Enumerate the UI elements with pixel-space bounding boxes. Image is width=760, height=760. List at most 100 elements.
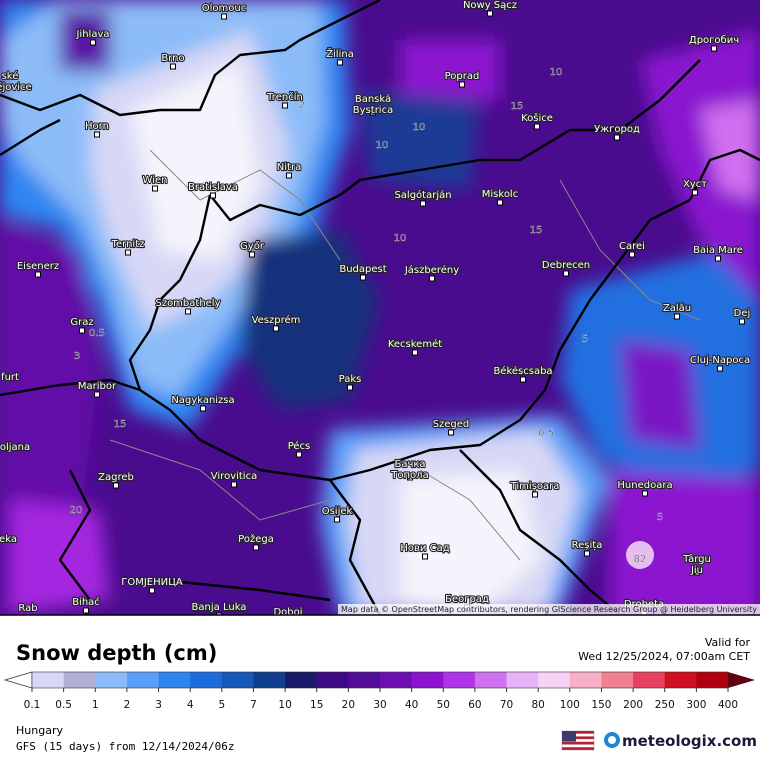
city-marker xyxy=(94,131,100,138)
city-label: Нови Сад xyxy=(400,543,449,554)
city-marker xyxy=(487,10,493,17)
city-label: Хуст xyxy=(683,179,707,190)
contour-label: 2 xyxy=(299,100,305,111)
tick-label: 50 xyxy=(437,699,450,711)
city-marker xyxy=(692,189,698,196)
city-marker xyxy=(221,13,227,20)
city-marker xyxy=(370,109,376,116)
city-label: Trenčín xyxy=(266,91,303,103)
color-swatch xyxy=(316,672,349,688)
city-marker xyxy=(113,482,119,489)
city-marker xyxy=(711,45,717,52)
city-marker xyxy=(347,384,353,391)
city-label: Debrecen xyxy=(542,260,590,271)
tick-label: 5 xyxy=(218,699,225,711)
city-label: Timișoara xyxy=(510,481,560,492)
city-labels: Olomouc Nowy Sącz Дрогобич Jihlava Brno Žilin… xyxy=(0,0,751,618)
city-label: Győr xyxy=(240,240,265,252)
tick-label: 0.1 xyxy=(24,699,41,711)
city-label: Doboj xyxy=(273,607,302,618)
city-label: Olomouc xyxy=(202,3,246,14)
city-label: Szeged xyxy=(433,419,470,430)
contour-label: 0.5 xyxy=(89,328,105,339)
city-marker xyxy=(170,63,176,70)
color-swatch xyxy=(285,672,318,688)
city-marker xyxy=(715,255,721,262)
color-swatch xyxy=(443,672,476,688)
city-marker xyxy=(231,481,237,488)
colorbar: 0.1 0.5 1 2 3 4 5 7 10 15 20 30 40 50 60 70 80 100 150 200 2… xyxy=(3,671,755,711)
city-label: Banja Luka xyxy=(192,602,247,613)
city-marker xyxy=(534,123,540,130)
flag xyxy=(561,730,595,751)
contour-label: 10 xyxy=(376,140,389,151)
city-marker xyxy=(642,490,648,497)
city-label: Reșița xyxy=(572,540,603,551)
city-label: Požega xyxy=(238,533,274,545)
tick-label: 20 xyxy=(342,699,355,711)
tick-label: 250 xyxy=(655,699,675,711)
valid-time: Wed 12/25/2024, 07:00am CET xyxy=(578,650,750,663)
city-marker xyxy=(152,185,158,192)
city-label: Cluj-Napoca xyxy=(690,355,750,366)
city-marker xyxy=(563,270,569,277)
tick-label: 40 xyxy=(405,699,418,711)
city-label: Brno xyxy=(161,53,184,64)
city-label: Târgu Jiu xyxy=(682,553,711,576)
tick-label: 70 xyxy=(500,699,513,711)
color-swatch xyxy=(348,672,381,688)
city-label: Wien xyxy=(143,175,168,186)
city-label: Pécs xyxy=(288,440,311,452)
city-marker xyxy=(448,429,454,436)
contour-label: 10 xyxy=(550,67,563,78)
color-swatch xyxy=(221,672,254,688)
model-info: GFS (15 days) from 12/14/2024/06z xyxy=(16,740,235,753)
city-marker xyxy=(83,607,89,614)
color-swatch xyxy=(569,672,602,688)
brand[interactable]: meteologix.com xyxy=(622,732,757,750)
city-marker xyxy=(286,172,292,179)
tick-label: 80 xyxy=(531,699,544,711)
city-label: Maribor xyxy=(78,381,117,392)
city-label: Београд xyxy=(445,594,489,605)
city-marker xyxy=(94,391,100,398)
color-swatch xyxy=(633,672,666,688)
city-label: Zalău xyxy=(663,303,691,314)
contour-label: 5 xyxy=(657,512,663,523)
city-label: Bratislava xyxy=(188,182,238,193)
city-label: Poprad xyxy=(445,71,480,82)
contour-label: 5 xyxy=(582,334,588,345)
city-marker xyxy=(282,102,288,109)
city-label: Zagreb xyxy=(98,472,134,483)
color-swatch xyxy=(95,672,128,688)
city-marker xyxy=(429,275,435,282)
color-swatch xyxy=(506,672,539,688)
city-marker xyxy=(79,327,85,334)
color-swatch xyxy=(474,672,508,688)
tick-label: 10 xyxy=(278,699,291,711)
city-label: Banská Bystrica xyxy=(353,93,393,116)
tick-label: 0.5 xyxy=(55,699,72,711)
city-marker xyxy=(149,587,155,594)
city-marker xyxy=(125,249,131,256)
city-label: Košice xyxy=(521,112,553,124)
city-label: oljana xyxy=(0,442,30,453)
city-marker xyxy=(360,274,366,281)
city-label: Békéscsaba xyxy=(493,365,552,377)
city-label: Jászberény xyxy=(404,264,459,276)
city-label: Дрогобич xyxy=(689,35,739,46)
city-marker xyxy=(584,550,590,557)
city-marker xyxy=(296,451,302,458)
city-marker xyxy=(412,349,418,356)
city-marker xyxy=(185,308,191,315)
contour-label: 82 xyxy=(634,554,647,565)
city-label: Osijek xyxy=(322,506,353,517)
city-label: Budapest xyxy=(339,264,386,275)
city-label: Miskolc xyxy=(482,189,518,200)
city-label: ské xyxy=(2,70,19,82)
city-label: ГОМЈЕНИЦА xyxy=(121,577,183,588)
city-label: Paks xyxy=(339,374,362,385)
tick-label: 2 xyxy=(124,699,131,711)
valid-label: Valid for xyxy=(705,636,751,649)
